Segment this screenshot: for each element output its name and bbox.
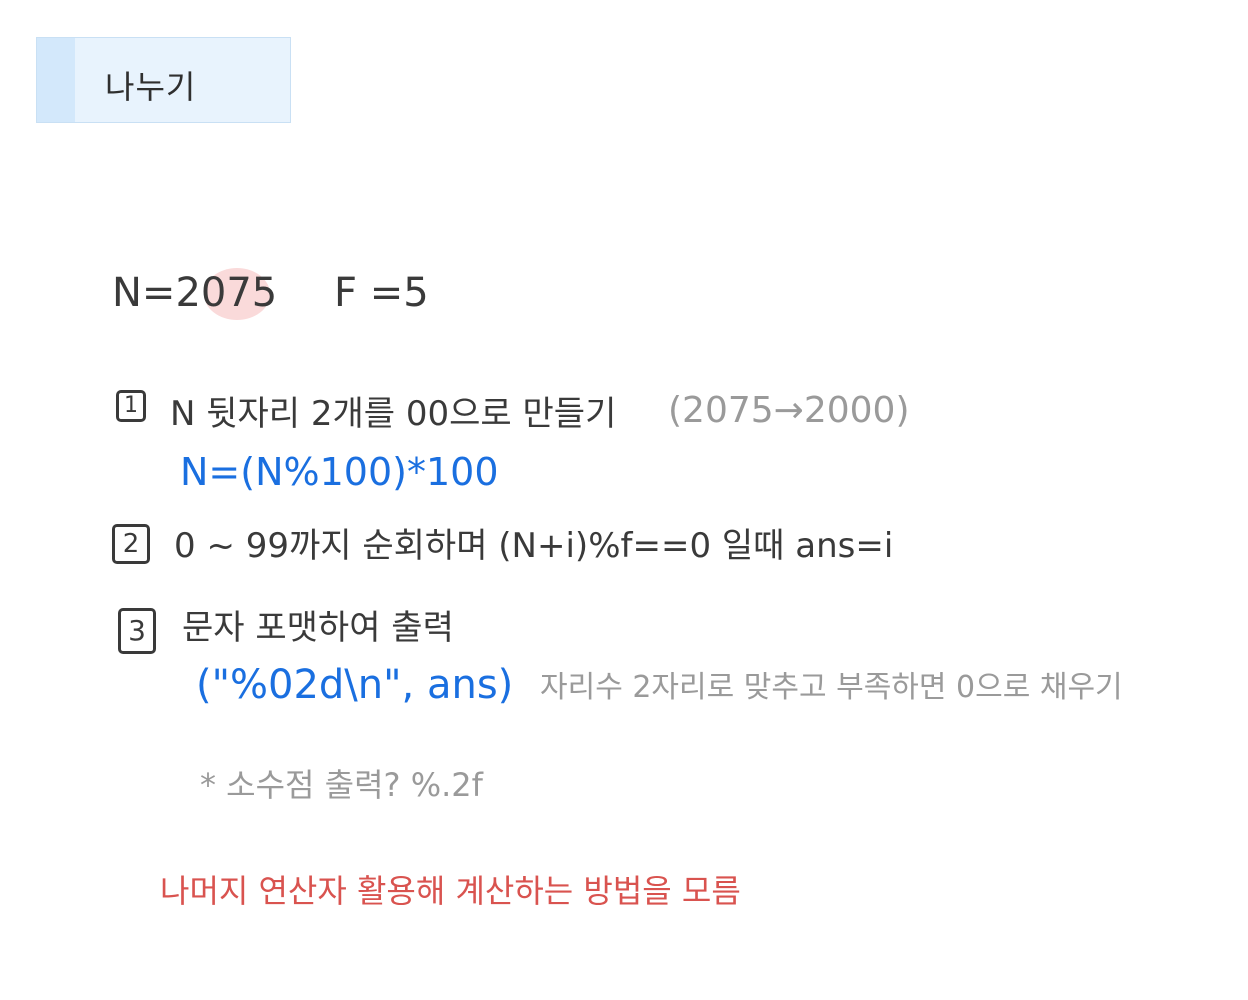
given-n: N=2075 [112, 270, 278, 316]
decimal-output-note: * 소수점 출력? %.2f [200, 766, 483, 804]
step-2-number: 2 [112, 524, 150, 564]
title-accent-bar [37, 38, 75, 122]
title-box: 나누기 [36, 37, 291, 123]
step-3-text: 문자 포맷하여 출력 [182, 608, 454, 648]
digit-highlight-mark [204, 268, 270, 320]
page-title: 나누기 [105, 68, 197, 106]
given-f: F =5 [334, 270, 429, 316]
step-2-text: 0 ~ 99까지 순회하며 (N+i)%f==0 일때 ans=i [174, 526, 894, 566]
step-3-number: 3 [118, 608, 156, 654]
summary-note: 나머지 연산자 활용해 계산하는 방법을 모름 [160, 872, 741, 910]
step-1-text: N 뒷자리 2개를 00으로 만들기 [170, 394, 617, 434]
step-3-code: ("%02d\n", ans) [196, 662, 514, 708]
step-1-number: 1 [116, 390, 146, 422]
step-3-note: 자리수 2자리로 맞추고 부족하면 0으로 채우기 [540, 670, 1123, 705]
step-1-note: (2075→2000) [668, 390, 910, 431]
step-1-code: N=(N%100)*100 [180, 450, 499, 494]
